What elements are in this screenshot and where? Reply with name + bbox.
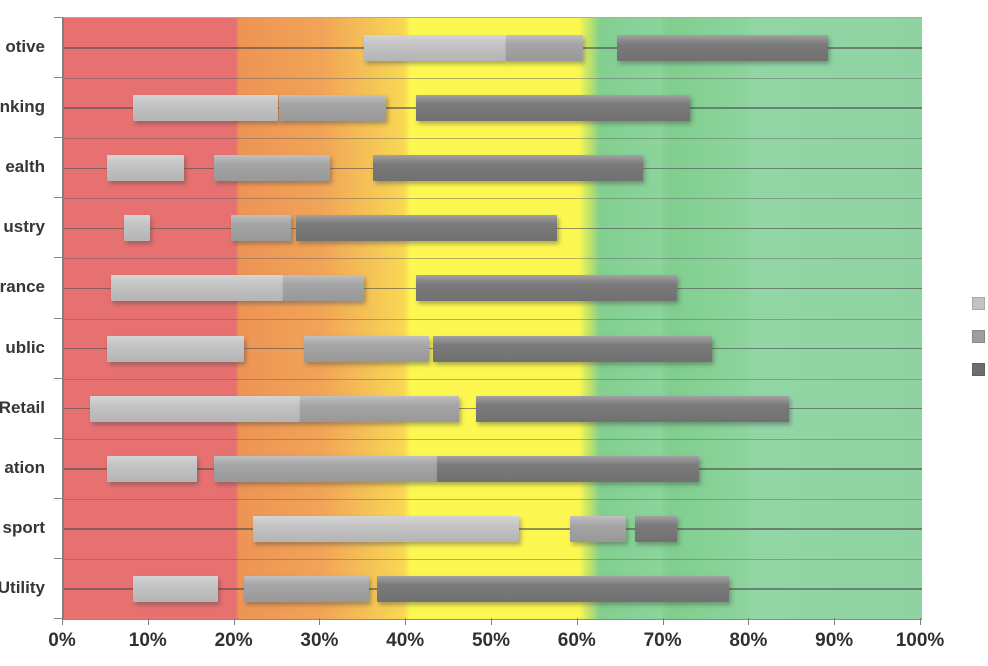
category-label: otive bbox=[5, 37, 45, 57]
x-axis-tick-label: 80% bbox=[729, 630, 768, 651]
bar-mid-gray-range bbox=[231, 215, 292, 242]
category-boundary-gridline bbox=[64, 558, 922, 560]
bar-dark-gray-range bbox=[415, 95, 691, 122]
x-axis-tick bbox=[920, 618, 921, 625]
bar-light-gray-range bbox=[252, 515, 519, 542]
bar-mid-gray-range bbox=[244, 575, 369, 602]
y-axis-tick bbox=[54, 197, 62, 199]
y-axis-tick bbox=[54, 618, 62, 619]
bar-light-gray-range bbox=[106, 155, 185, 182]
y-axis-tick bbox=[54, 77, 62, 79]
bar-dark-gray-range bbox=[634, 515, 678, 542]
x-axis-tick bbox=[576, 618, 578, 625]
x-axis-tick bbox=[147, 618, 149, 625]
bar-dark-gray-range bbox=[372, 155, 644, 182]
bar-dark-gray-range bbox=[415, 275, 678, 302]
category-label: ation bbox=[4, 457, 45, 477]
category-boundary-gridline bbox=[64, 318, 922, 320]
y-axis-tick bbox=[54, 317, 62, 319]
bar-light-gray-range bbox=[106, 335, 245, 362]
x-axis-tick bbox=[491, 618, 492, 625]
x-axis-tick bbox=[62, 618, 63, 625]
bar-mid-gray-range bbox=[214, 455, 438, 482]
category-boundary-gridline bbox=[64, 198, 922, 200]
category-label: Retail bbox=[0, 397, 45, 417]
x-axis-tick bbox=[319, 618, 321, 625]
y-axis-tick bbox=[54, 257, 62, 259]
x-axis-tick-label: 60% bbox=[557, 630, 596, 651]
category-label: ublic bbox=[5, 337, 45, 357]
bar-mid-gray-range bbox=[505, 35, 584, 62]
bar-mid-gray-range bbox=[570, 515, 626, 542]
bar-mid-gray-range bbox=[304, 335, 429, 362]
bar-light-gray-range bbox=[132, 95, 279, 122]
x-axis-tick-label: 70% bbox=[643, 630, 682, 651]
legend-swatch-light-gray-series bbox=[972, 297, 985, 310]
y-axis-tick bbox=[54, 557, 62, 559]
x-axis-tick bbox=[834, 618, 836, 625]
bar-light-gray-range bbox=[106, 455, 197, 482]
category-label: Utility bbox=[0, 577, 45, 597]
bar-dark-gray-range bbox=[617, 35, 828, 62]
bar-light-gray-range bbox=[111, 275, 283, 302]
y-axis-tick bbox=[54, 437, 62, 439]
category-boundary-gridline bbox=[64, 78, 922, 80]
bars-layer bbox=[64, 18, 922, 619]
x-axis-tick bbox=[662, 618, 664, 625]
x-axis-tick bbox=[748, 618, 750, 625]
legend-swatch-dark-gray-series bbox=[972, 363, 985, 376]
bar-light-gray-range bbox=[89, 395, 300, 422]
x-axis-tick bbox=[233, 618, 235, 625]
x-axis-tick-label: 50% bbox=[471, 630, 511, 651]
bar-mid-gray-range bbox=[278, 95, 386, 122]
y-axis-tick bbox=[54, 137, 62, 139]
y-axis-tick bbox=[54, 497, 62, 499]
bar-light-gray-range bbox=[124, 215, 150, 242]
category-label: ustry bbox=[3, 217, 45, 237]
bar-light-gray-range bbox=[364, 35, 506, 62]
bar-mid-gray-range bbox=[299, 395, 459, 422]
category-boundary-gridline bbox=[64, 138, 922, 140]
category-label: ealth bbox=[5, 157, 45, 177]
bar-dark-gray-range bbox=[432, 335, 712, 362]
y-axis-tick bbox=[54, 377, 62, 379]
bar-dark-gray-range bbox=[377, 575, 729, 602]
bar-mid-gray-range bbox=[282, 275, 365, 302]
category-label: sport bbox=[2, 517, 46, 537]
bar-dark-gray-range bbox=[295, 215, 558, 242]
category-boundary-gridline bbox=[64, 438, 922, 440]
x-axis-tick-label: 90% bbox=[815, 630, 854, 651]
x-axis-tick-label: 40% bbox=[386, 630, 425, 651]
x-axis-tick bbox=[405, 618, 407, 625]
bar-light-gray-range bbox=[132, 575, 219, 602]
category-label: rance bbox=[0, 277, 45, 297]
x-axis-tick-label: 10% bbox=[128, 630, 167, 651]
bar-dark-gray-range bbox=[475, 395, 789, 422]
bar-dark-gray-range bbox=[437, 455, 699, 482]
category-boundary-gridline bbox=[64, 378, 922, 380]
category-boundary-gridline bbox=[64, 258, 922, 260]
bar-mid-gray-range bbox=[214, 155, 330, 182]
x-axis-tick-label: 30% bbox=[300, 630, 339, 651]
legend-swatch-mid-gray-series bbox=[972, 330, 985, 343]
category-boundary-gridline bbox=[64, 498, 922, 500]
y-axis-tick bbox=[54, 17, 62, 18]
category-label: nking bbox=[0, 97, 45, 117]
x-axis-tick-label: 100% bbox=[895, 630, 945, 651]
x-axis-tick-label: 0% bbox=[48, 630, 76, 651]
x-axis-tick-label: 20% bbox=[214, 630, 253, 651]
plot-area bbox=[62, 17, 922, 620]
